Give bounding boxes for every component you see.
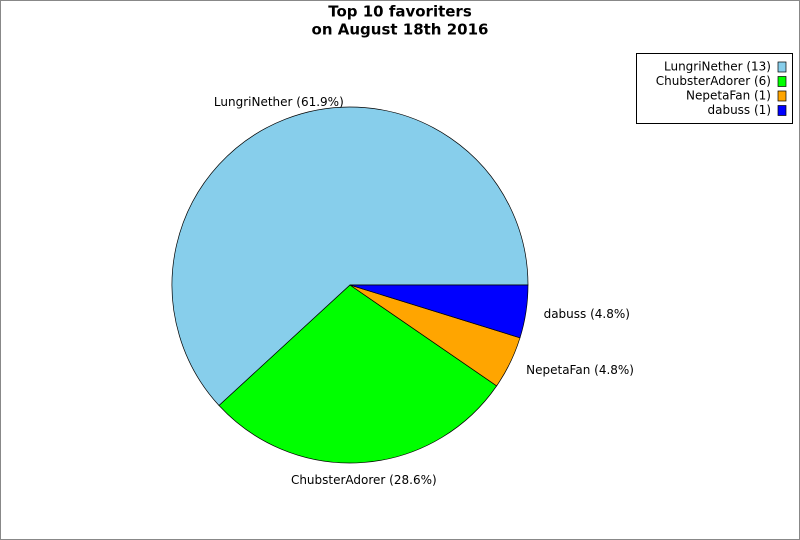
legend-label: dabuss (1) xyxy=(707,103,771,117)
legend-swatch xyxy=(777,90,787,102)
slice-label: NepetaFan (4.8%) xyxy=(526,363,634,377)
legend-box xyxy=(636,53,793,124)
legend-swatch xyxy=(777,61,787,73)
pie-slice xyxy=(349,284,529,339)
legend-label: ChubsterAdorer (6) xyxy=(656,74,771,88)
pie-slice xyxy=(171,106,529,407)
chart-title: Top 10 favoriters xyxy=(328,3,472,21)
legend-label: LungriNether (13) xyxy=(664,60,771,74)
legend-swatch xyxy=(777,105,787,116)
slice-label: LungriNether (61.9%) xyxy=(214,95,344,109)
pie-slice xyxy=(218,284,498,464)
slice-label: ChubsterAdorer (28.6%) xyxy=(291,473,437,487)
chart-subtitle: on August 18th 2016 xyxy=(312,21,489,39)
legend-label: NepetaFan (1) xyxy=(686,89,771,103)
legend-swatch xyxy=(777,76,787,87)
slice-label: dabuss (4.8%) xyxy=(544,307,630,321)
